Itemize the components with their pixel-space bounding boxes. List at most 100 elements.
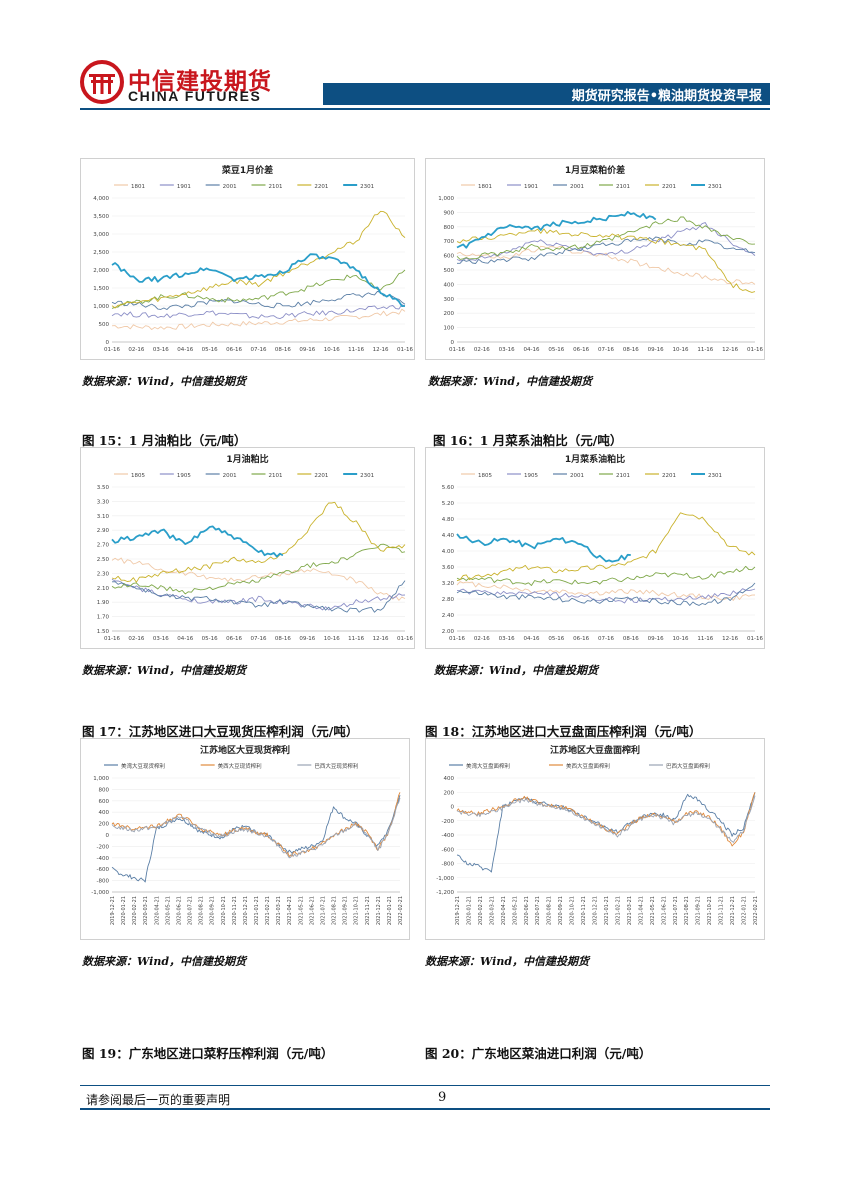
x-tick-label: 2020-10-21 [221,896,227,925]
y-tick-label: 400 [444,776,455,782]
series-line-2301 [456,533,631,563]
company-logo: 中信建投期货 CHINA FUTURES [80,60,275,106]
y-tick-label: 200 [99,822,110,828]
x-tick-label: 09-16 [299,347,315,353]
logo-emblem-icon [80,60,124,104]
logo-english-name: CHINA FUTURES [128,88,262,104]
series-line-2201 [111,210,406,309]
report-title: 期货研究报告•粮油期货投资早报 [571,89,762,104]
figure-caption: 图 18：江苏地区进口大豆盘面压榨利润（元/吨） [425,724,702,739]
x-tick-label: 2020-06-21 [176,896,182,925]
y-tick-label: -1,000 [91,890,109,896]
x-tick-label: 2020-04-21 [154,896,160,925]
figure-caption: 图 17：江苏地区进口大豆现货压榨利润（元/吨） [82,724,359,739]
x-tick-label: 04-16 [177,347,193,353]
y-tick-label: 3,500 [93,214,109,220]
series-line-2101 [111,543,406,595]
y-tick-label: 600 [99,799,110,805]
chart-source: 数据来源：Wind，中信建投期货 [82,955,247,968]
y-tick-label: 4.80 [442,517,455,523]
x-tick-label: 09-16 [648,347,664,353]
x-tick-label: 04-16 [524,347,540,353]
chart-oil-meal-ratio: 1月油粕比 1805 1905 2001 2101 2201 2301 1.50 1.70 1.9… [80,447,415,649]
legend-label: 1801 [478,184,492,190]
x-tick-label: 2020-12-21 [593,896,599,925]
x-tick-label: 05-16 [548,636,564,642]
x-tick-label: 2019-12-21 [455,896,461,925]
chart-title: 1月菜系油粕比 [565,453,625,465]
x-tick-label: 2020-09-21 [210,896,216,925]
legend-label: 1901 [524,184,538,190]
x-tick-label: 2021-06-21 [309,896,315,925]
x-tick-label: 06-16 [226,347,242,353]
chart-svg: 1月菜系油粕比 1805 1905 2001 2101 2201 2301 2.00 2.40 2… [425,447,765,649]
figure-caption: 图 15：1 月油粕比（元/吨） [82,433,247,448]
x-tick-label: 2021-02-21 [615,896,621,925]
chart-svg: 1月豆菜粕价差 1801 1901 2001 2101 2201 2301 0 100 200 30… [425,158,765,360]
x-tick-label: 2021-05-21 [298,896,304,925]
y-tick-label: 2,500 [93,250,109,256]
series-line-1901 [456,222,756,262]
x-tick-label: 2021-12-21 [376,896,382,925]
x-tick-label: 04-16 [524,636,540,642]
x-tick-label: 07-16 [251,636,267,642]
x-tick-label: 2020-05-21 [165,896,171,925]
x-tick-label: 01-16 [747,636,763,642]
series-line-2301 [111,253,406,307]
legend-label: 1901 [177,184,191,190]
y-tick-label: 1,500 [93,286,109,292]
x-tick-label: 05-16 [202,347,218,353]
y-tick-label: 900 [444,210,455,216]
legend-label: 1801 [131,184,145,190]
x-tick-label: 2021-11-21 [365,896,371,925]
x-tick-label: 01-16 [747,347,763,353]
y-tick-label: 500 [99,322,110,328]
legend-label: 2101 [616,184,630,190]
x-tick-label: 03-16 [499,636,515,642]
chart-svg: 1月油粕比 1805 1905 2001 2101 2201 2301 1.50 1.70 1.9… [80,447,415,649]
x-tick-label: 12-16 [722,636,738,642]
y-tick-label: 0 [451,805,455,811]
series-line-1801 [111,308,406,330]
chart-title: 江苏地区大豆现货榨利 [200,744,290,756]
chart-rapeseed-soy-spread: 菜豆1月价差 1801 1901 2001 2101 2201 2301 0 500 1,000 1… [80,158,415,360]
y-tick-label: -800 [97,879,110,885]
legend-label: 2101 [269,184,283,190]
y-tick-label: 2.10 [97,586,110,592]
x-tick-label: 2022-02-21 [753,896,759,925]
x-tick-label: 09-16 [299,636,315,642]
x-tick-label: 01-16 [104,347,120,353]
y-tick-label: 5.20 [442,501,455,507]
y-tick-label: 500 [444,268,455,274]
x-tick-label: 02-16 [128,347,144,353]
y-tick-label: 2.30 [97,571,110,577]
legend-label: 1905 [177,473,191,479]
x-tick-label: 2021-06-21 [661,896,667,925]
y-tick-label: 700 [444,239,455,245]
series-line-巴西大豆现货榨利 [111,797,401,859]
x-tick-label: 2021-01-21 [254,896,260,925]
legend-label: 2301 [708,184,722,190]
y-tick-label: -400 [442,833,455,839]
series-line-1801 [456,245,756,285]
y-tick-label: 3.50 [97,485,110,491]
x-tick-label: 01-16 [104,636,120,642]
y-tick-label: -200 [97,844,110,850]
legend-label: 美西大豆现货榨利 [218,762,262,770]
series-line-2101 [111,269,406,309]
x-tick-label: 2021-04-21 [638,896,644,925]
x-tick-label: 03-16 [499,347,515,353]
x-tick-label: 09-16 [648,636,664,642]
x-tick-label: 12-16 [722,347,738,353]
series-line-2001 [456,582,756,606]
y-tick-label: 3.20 [442,581,455,587]
x-tick-label: 2021-12-21 [730,896,736,925]
x-tick-label: 2020-08-21 [199,896,205,925]
x-tick-label: 2020-12-21 [243,896,249,925]
x-tick-label: 2021-08-21 [332,896,338,925]
x-tick-label: 08-16 [623,347,639,353]
x-tick-label: 02-16 [474,347,490,353]
y-tick-label: 2.90 [97,528,110,534]
y-tick-label: 0 [106,340,110,346]
y-tick-label: 4.00 [442,549,455,555]
